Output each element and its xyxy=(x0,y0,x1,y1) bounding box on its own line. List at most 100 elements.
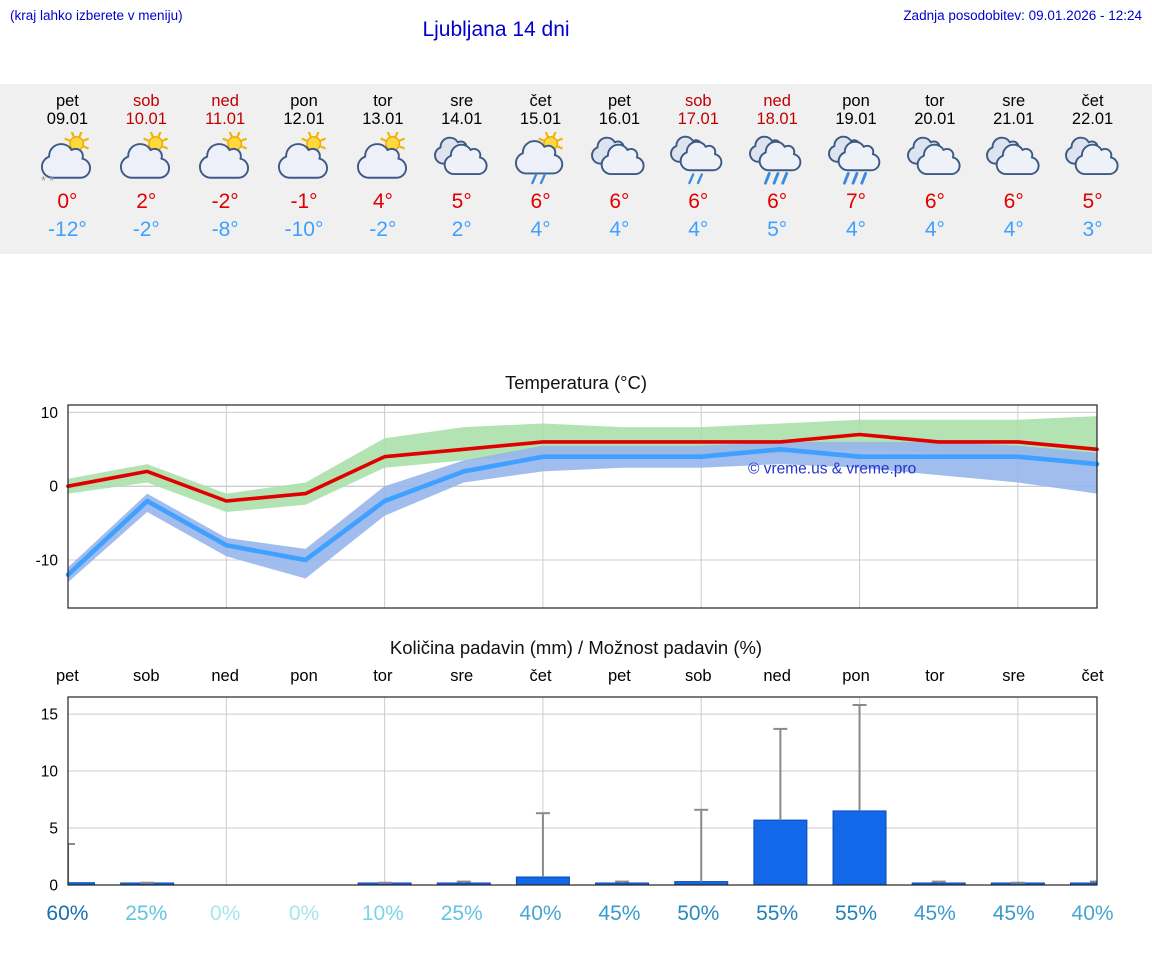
day-name: pet xyxy=(55,92,79,110)
forecast-day: tor 20.01 6° 4° xyxy=(895,92,974,242)
forecast-day: pet 09.01 * * 0° -12° xyxy=(28,92,107,242)
temp-y-tick: 10 xyxy=(41,405,59,422)
precip-day-label: pet xyxy=(55,667,79,685)
precip-chart-title: Količina padavin (mm) / Možnost padavin … xyxy=(389,637,763,658)
top-bar: (kraj lahko izberete v meniju) Ljubljana… xyxy=(0,0,1152,52)
precip-day-labels: pet sob ned pon tor sre čet pet sob ned pon tor sre č… xyxy=(0,667,1152,686)
min-temperature-line xyxy=(65,446,1100,578)
max-temp: 6° xyxy=(609,190,630,213)
forecast-day: ned 11.01 -2° -8° xyxy=(186,92,265,242)
day-name: sre xyxy=(1002,92,1026,110)
precip-probability: 45% xyxy=(913,902,956,925)
day-name: ned xyxy=(763,92,791,110)
min-temp: -12° xyxy=(48,218,87,241)
watermark-link[interactable]: © vreme.us & vreme.pro xyxy=(748,460,916,477)
min-temp: -2° xyxy=(369,218,397,241)
menu-hint: (kraj lahko izberete v meniju) xyxy=(10,8,183,23)
day-name: sre xyxy=(450,92,474,110)
precip-probability: 45% xyxy=(992,902,1035,925)
precip-day-label: pet xyxy=(607,667,631,685)
precip-day-label: sob xyxy=(132,667,160,685)
day-date: 17.01 xyxy=(677,110,719,128)
precip-probability: 0% xyxy=(288,902,320,925)
precip-day-label: pon xyxy=(842,667,870,685)
day-date: 20.01 xyxy=(914,110,956,128)
precipitation-chart: 0 5 10 15 xyxy=(41,696,1098,895)
min-temp: 4° xyxy=(1003,218,1024,241)
day-date: 22.01 xyxy=(1071,110,1114,128)
day-date: 09.01 xyxy=(46,110,89,128)
forecast-day: ned 18.01 6° 5° xyxy=(738,92,817,242)
precip-y-tick: 5 xyxy=(49,821,58,838)
max-temp: 6° xyxy=(530,190,551,213)
min-temp: 4° xyxy=(530,218,551,241)
precip-probability: 40% xyxy=(1071,902,1114,925)
sun-cloud-icon xyxy=(265,131,344,187)
forecast-strip: pet 09.01 * * 0° -12° sob 10.01 2° -2° ned 11.01 -2… xyxy=(0,84,1152,254)
day-date: 13.01 xyxy=(362,110,404,128)
precip-day-label: ned xyxy=(211,667,239,685)
day-name: ned xyxy=(211,92,239,110)
min-temp: -10° xyxy=(284,218,324,241)
precip-probability: 0% xyxy=(209,902,241,925)
sun-cloud-icon xyxy=(107,131,186,187)
precip-y-tick: 0 xyxy=(49,878,58,894)
min-temp: 4° xyxy=(845,218,867,241)
precip-probability: 25% xyxy=(125,902,168,925)
max-temp: 6° xyxy=(1003,190,1024,213)
temperature-chart-title: Temperatura (°C) xyxy=(504,372,648,393)
day-date: 16.01 xyxy=(598,110,641,128)
day-name: pet xyxy=(607,92,631,110)
day-name: pon xyxy=(290,92,318,110)
precip-probability: 25% xyxy=(440,902,483,925)
day-date: 14.01 xyxy=(441,110,483,128)
sun-cloud-rain-icon xyxy=(501,131,580,187)
clouds-heavy-rain-icon xyxy=(817,131,896,187)
max-temp: -1° xyxy=(290,190,318,213)
precip-day-label: sob xyxy=(684,667,712,685)
precip-probability: 40% xyxy=(519,902,562,925)
day-date: 15.01 xyxy=(519,110,562,128)
clouds-heavy-rain-icon xyxy=(738,131,817,187)
precip-day-label: pon xyxy=(290,667,318,685)
max-temp: 5° xyxy=(451,190,472,213)
min-temp: 4° xyxy=(688,218,709,241)
clouds-icon xyxy=(580,131,659,187)
precip-probability: 45% xyxy=(598,902,641,925)
sun-cloud-icon xyxy=(343,131,422,187)
temperature-chart-block: Temperatura (°C) 10 0 -10 © vreme.us & vrem… xyxy=(0,372,1152,617)
day-date: 10.01 xyxy=(125,110,167,128)
day-name: sob xyxy=(684,92,712,110)
day-name: sob xyxy=(132,92,160,110)
forecast-day: pet 16.01 6° 4° xyxy=(580,92,659,242)
min-temp: 3° xyxy=(1082,218,1103,241)
precip-probability: 60% xyxy=(46,902,89,925)
min-temp: 4° xyxy=(924,218,945,241)
max-temp: 6° xyxy=(767,190,788,213)
precip-bar xyxy=(1070,882,1097,885)
min-temp: 5° xyxy=(767,218,788,241)
precip-bar xyxy=(515,876,570,885)
forecast-day: čet 15.01 6° 4° xyxy=(501,92,580,242)
precip-day-label: sre xyxy=(1002,667,1026,685)
day-name: tor xyxy=(925,92,945,110)
day-date: 12.01 xyxy=(283,110,325,128)
precip-bar xyxy=(832,810,887,885)
max-temp: -2° xyxy=(211,190,239,213)
sun-cloud-icon xyxy=(186,131,265,187)
day-date: 18.01 xyxy=(756,110,798,128)
temp-y-tick: -10 xyxy=(36,553,59,570)
day-name: čet xyxy=(1081,92,1104,110)
precip-day-label: ned xyxy=(763,667,791,685)
max-temp: 0° xyxy=(57,190,78,213)
min-temp: 2° xyxy=(451,218,472,241)
precip-y-tick: 15 xyxy=(41,707,58,724)
clouds-rain-icon xyxy=(659,131,738,187)
max-temp: 2° xyxy=(136,190,157,213)
day-name: tor xyxy=(373,92,393,110)
precip-probability: 50% xyxy=(677,902,720,925)
max-temp: 5° xyxy=(1082,190,1103,213)
precip-probability: 10% xyxy=(361,902,404,925)
max-temp: 6° xyxy=(688,190,709,213)
precip-day-label: čet xyxy=(529,667,552,685)
